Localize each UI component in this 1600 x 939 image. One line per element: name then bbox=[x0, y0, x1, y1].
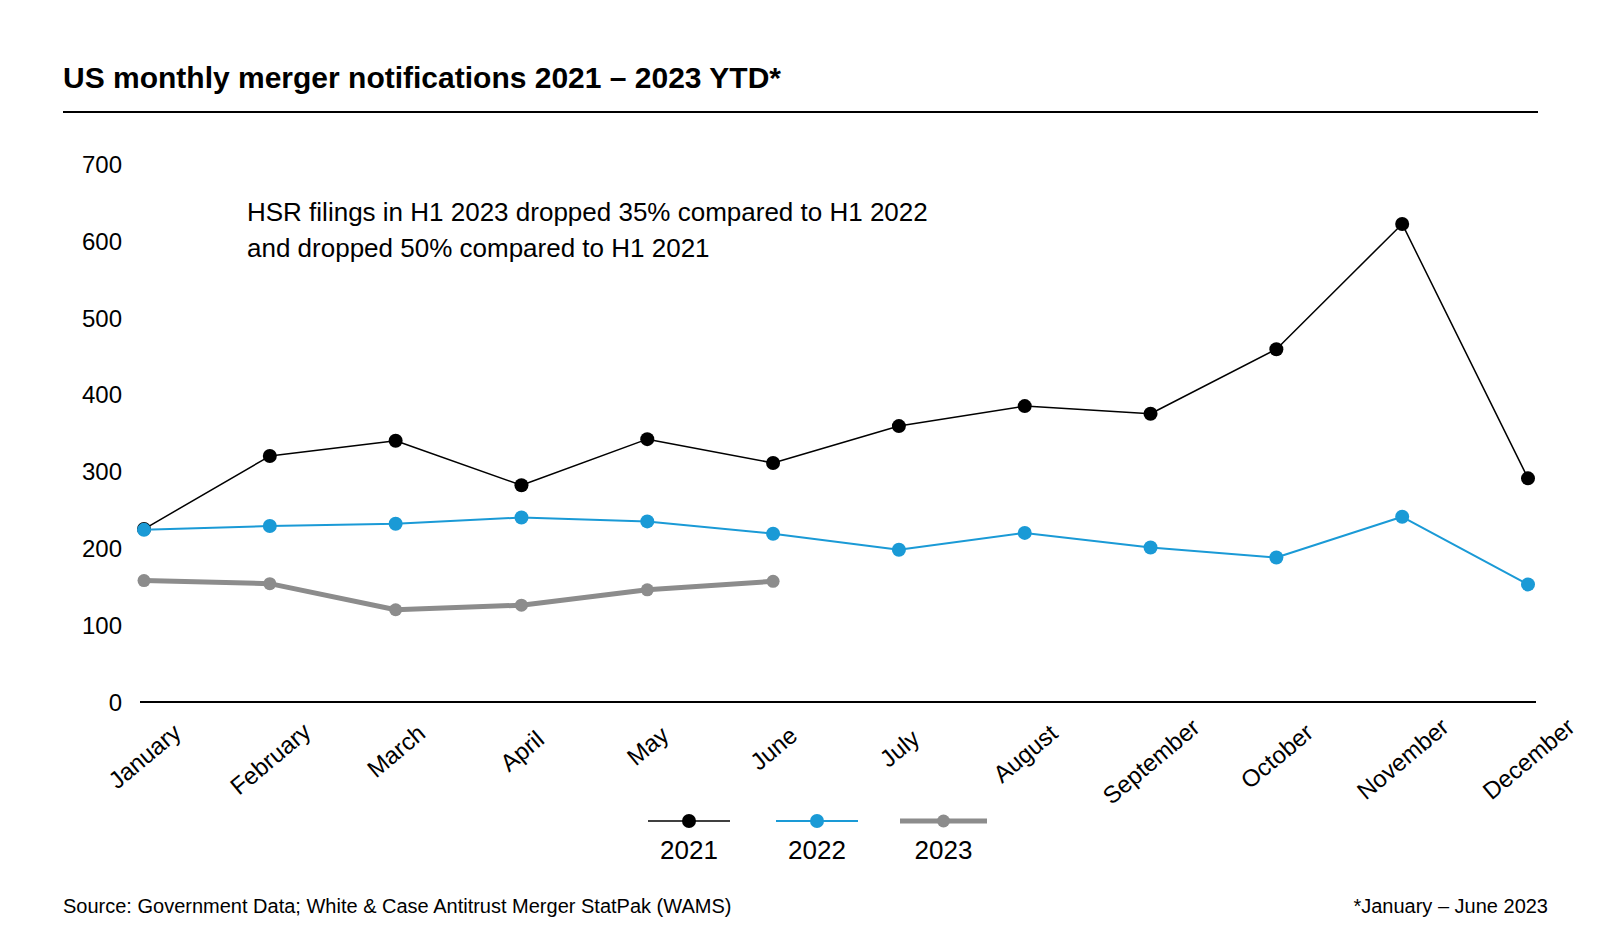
x-tick-label: July bbox=[874, 724, 924, 772]
series bbox=[137, 217, 1535, 536]
marker bbox=[514, 511, 528, 525]
x-tick: August bbox=[988, 702, 1063, 788]
x-axis: January February March April May June July Augu… bbox=[103, 702, 1579, 809]
marker bbox=[389, 603, 402, 616]
x-tick-label: October bbox=[1235, 718, 1318, 794]
marker bbox=[1395, 217, 1409, 231]
y-tick: 100 bbox=[82, 612, 122, 639]
y-tick: 500 bbox=[82, 305, 122, 332]
y-tick-label: 0 bbox=[109, 689, 122, 716]
x-tick-label: February bbox=[225, 718, 316, 800]
marker bbox=[1144, 407, 1158, 421]
x-tick: May bbox=[622, 702, 674, 771]
x-tick: December bbox=[1477, 702, 1579, 805]
marker bbox=[389, 517, 403, 531]
legend-entry: 2022 bbox=[776, 814, 858, 865]
y-tick-label: 500 bbox=[82, 305, 122, 332]
y-axis: 0 100 200 300 400 500 600 700 bbox=[82, 151, 123, 716]
y-tick: 400 bbox=[82, 381, 122, 408]
legend-marker bbox=[937, 815, 950, 828]
series bbox=[137, 510, 1535, 592]
marker bbox=[389, 434, 403, 448]
x-tick-label: September bbox=[1097, 713, 1204, 809]
marker bbox=[514, 478, 528, 492]
x-tick: June bbox=[745, 702, 802, 775]
series-line bbox=[144, 581, 773, 610]
y-tick-label: 400 bbox=[82, 381, 122, 408]
marker bbox=[137, 523, 151, 537]
marker bbox=[137, 522, 151, 536]
legend-entry: 2023 bbox=[900, 815, 987, 866]
title-rule bbox=[63, 111, 1538, 113]
marker bbox=[1521, 471, 1535, 485]
x-tick: September bbox=[1097, 702, 1204, 809]
legend-label: 2021 bbox=[660, 835, 718, 865]
series bbox=[138, 574, 780, 616]
chart: US monthly merger notifications 2021 – 2… bbox=[0, 0, 1600, 939]
y-tick-label: 600 bbox=[82, 228, 122, 255]
marker bbox=[892, 543, 906, 557]
y-tick: 200 bbox=[82, 535, 122, 562]
annotation: and dropped 50% compared to H1 2021 bbox=[247, 233, 710, 263]
marker bbox=[641, 583, 654, 596]
x-tick: July bbox=[874, 702, 924, 772]
marker bbox=[1269, 342, 1283, 356]
y-tick: 0 bbox=[109, 689, 122, 716]
y-tick-label: 700 bbox=[82, 151, 122, 178]
marker bbox=[640, 514, 654, 528]
x-tick-label: June bbox=[745, 721, 802, 775]
x-tick: October bbox=[1235, 702, 1318, 794]
x-tick-label: May bbox=[622, 721, 674, 771]
legend-entry: 2021 bbox=[648, 814, 730, 865]
annotation: HSR filings in H1 2023 dropped 35% compa… bbox=[247, 197, 928, 227]
x-axis-line bbox=[140, 701, 1536, 703]
legend-label: 2022 bbox=[788, 835, 846, 865]
y-tick-label: 300 bbox=[82, 458, 122, 485]
x-tick-label: August bbox=[988, 719, 1063, 788]
marker bbox=[640, 432, 654, 446]
marker bbox=[1395, 510, 1409, 524]
x-tick-label: November bbox=[1352, 713, 1454, 805]
marker bbox=[263, 449, 277, 463]
legend-marker bbox=[810, 814, 824, 828]
marker bbox=[1269, 551, 1283, 565]
marker bbox=[515, 599, 528, 612]
marker bbox=[263, 577, 276, 590]
legend-label: 2023 bbox=[915, 835, 973, 865]
marker bbox=[766, 527, 780, 541]
series-line bbox=[144, 224, 1528, 529]
marker bbox=[263, 519, 277, 533]
x-tick: April bbox=[495, 702, 549, 777]
x-tick: March bbox=[362, 702, 430, 783]
y-axis-line bbox=[122, 165, 123, 703]
marker bbox=[1144, 541, 1158, 555]
legend-marker bbox=[682, 814, 696, 828]
marker bbox=[1018, 526, 1032, 540]
x-tick: February bbox=[225, 702, 316, 800]
y-tick: 600 bbox=[82, 228, 122, 255]
x-tick: January bbox=[103, 702, 186, 794]
y-tick-label: 200 bbox=[82, 535, 122, 562]
x-tick-label: January bbox=[103, 718, 186, 794]
x-tick-label: April bbox=[495, 725, 549, 777]
marker bbox=[766, 456, 780, 470]
plot-area bbox=[137, 217, 1535, 616]
x-tick-label: December bbox=[1477, 713, 1579, 805]
y-tick-label: 100 bbox=[82, 612, 122, 639]
marker bbox=[1521, 577, 1535, 591]
marker bbox=[892, 419, 906, 433]
footnote: *January – June 2023 bbox=[1353, 895, 1548, 917]
x-tick: November bbox=[1352, 702, 1454, 805]
series-line bbox=[144, 517, 1528, 585]
x-tick-label: March bbox=[362, 719, 430, 783]
legend: 2021 2022 2023 bbox=[648, 814, 987, 865]
marker bbox=[138, 574, 151, 587]
y-tick: 300 bbox=[82, 458, 122, 485]
marker bbox=[767, 575, 780, 588]
marker bbox=[1018, 399, 1032, 413]
title: US monthly merger notifications 2021 – 2… bbox=[63, 61, 781, 94]
y-tick: 700 bbox=[82, 151, 122, 178]
source: Source: Government Data; White & Case An… bbox=[63, 895, 731, 917]
